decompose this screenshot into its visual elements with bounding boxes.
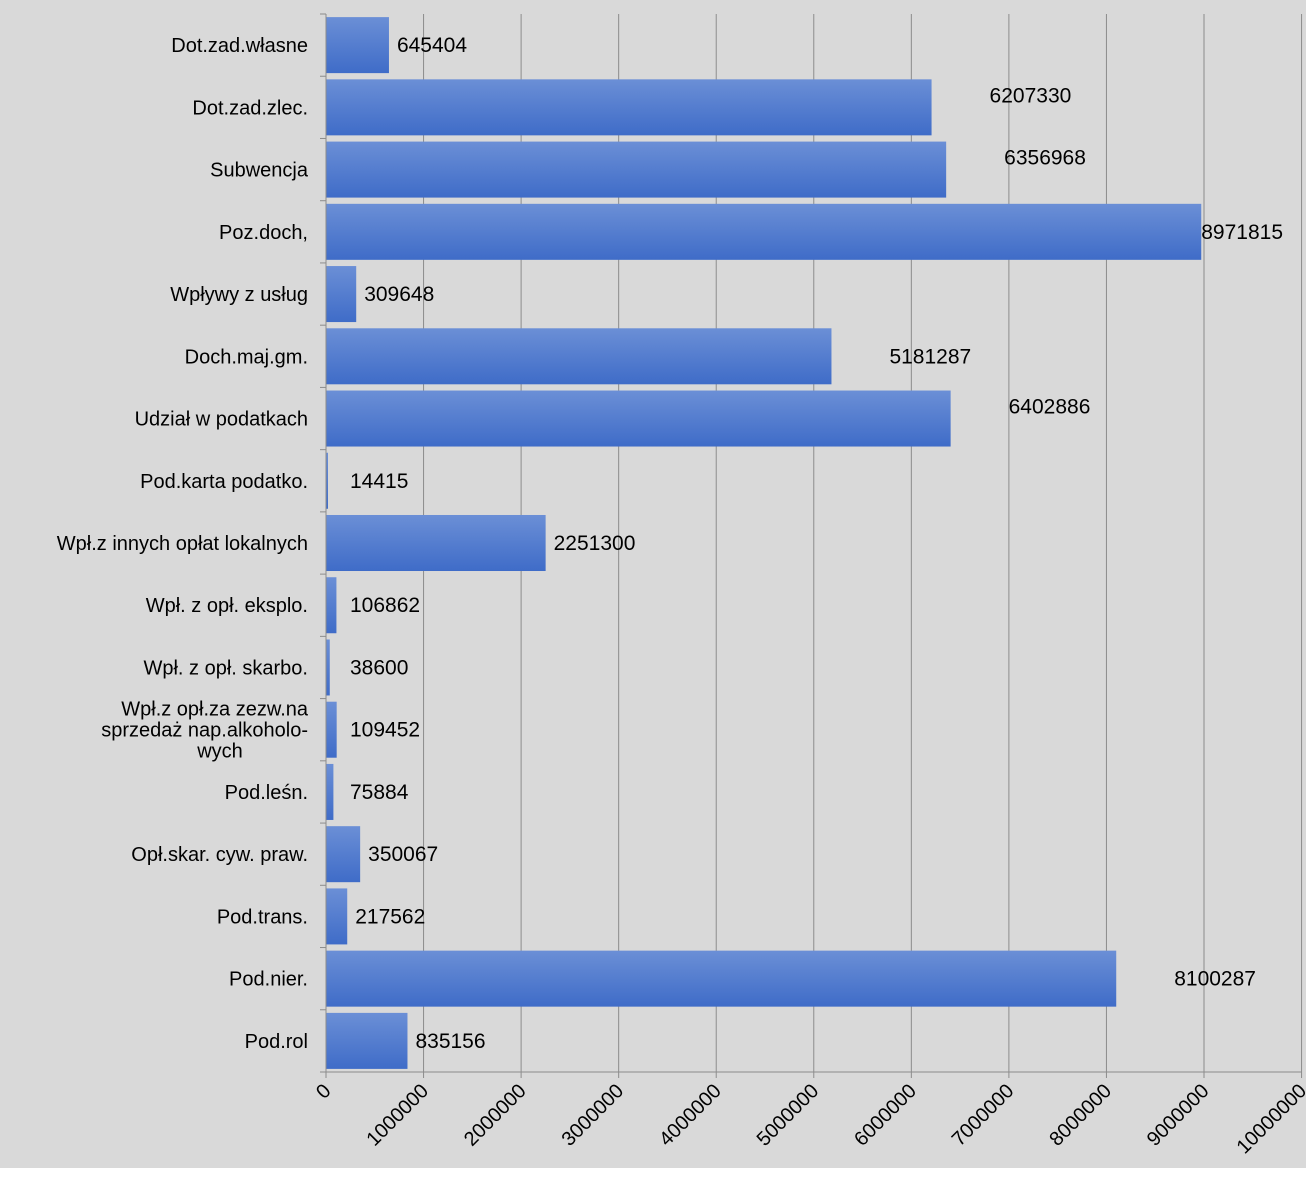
bar: [326, 577, 337, 634]
category-label-line: Dot.zad.własne: [171, 35, 308, 57]
category-label-line: Opł.skar. cyw. praw.: [131, 844, 308, 866]
category-label: Wpł. z opł. eksplo.: [146, 595, 308, 617]
category-label: Opł.skar. cyw. praw.: [131, 844, 308, 866]
value-label: 6356968: [1004, 147, 1086, 170]
value-labels: 645404 6207330 6356968 8971815 309648 5181287…: [350, 34, 1283, 1053]
category-label: Poz.doch,: [219, 222, 308, 244]
bar: [326, 950, 1117, 1007]
value-label: 309648: [364, 283, 434, 306]
bottom-margin: [0, 1168, 1306, 1178]
category-label: Udział w podatkach: [135, 409, 308, 431]
category-label-line: Wpł. z opł. eksplo.: [146, 595, 308, 617]
category-label-line: Subwencja: [210, 160, 309, 182]
bar: [326, 514, 546, 572]
category-label: Wpł.z innych opłat lokalnych: [57, 533, 308, 555]
category-label: Pod.trans.: [217, 906, 308, 928]
category-label-line: wych: [196, 741, 243, 763]
category-label-line: Pod.trans.: [217, 906, 308, 928]
category-label-line: Udział w podatkach: [135, 409, 308, 431]
bar: [326, 141, 947, 198]
value-label: 6402886: [1009, 396, 1091, 419]
category-label-line: Pod.rol: [245, 1031, 308, 1053]
category-labels: Dot.zad.własne Dot.zad.zlec. Subwencja Poz.…: [57, 35, 309, 1053]
category-label: Pod.nier.: [229, 969, 308, 991]
bar: [326, 701, 337, 758]
bar: [326, 639, 330, 696]
category-label-line: Wpł.z innych opłat lokalnych: [57, 533, 308, 555]
axes: [320, 13, 1303, 1078]
category-label-line: Doch.maj.gm.: [185, 346, 308, 368]
value-label: 350067: [368, 843, 438, 866]
bar: [326, 79, 932, 136]
category-label: Wpływy z usług: [170, 284, 308, 306]
category-label: Subwencja: [210, 160, 309, 182]
category-label-line: Wpł. z opł. skarbo.: [143, 657, 308, 679]
bar: [326, 826, 361, 883]
bar: [326, 17, 389, 74]
value-label: 2251300: [554, 532, 636, 555]
bar: [326, 390, 951, 447]
value-label: 8971815: [1201, 221, 1283, 244]
category-label: Pod.karta podatko.: [140, 471, 308, 493]
category-label-line: Pod.karta podatko.: [140, 471, 308, 493]
bar: [326, 763, 334, 820]
value-label: 645404: [397, 34, 467, 57]
category-label: Pod.leśn.: [225, 782, 308, 804]
value-label: 6207330: [990, 84, 1072, 107]
category-label: Dot.zad.zlec.: [192, 97, 308, 119]
category-label: Wpł. z opł. skarbo.: [143, 657, 308, 679]
category-label-line: Pod.nier.: [229, 969, 308, 991]
bar: [326, 452, 328, 509]
category-label-line: Poz.doch,: [219, 222, 308, 244]
value-label: 109452: [350, 719, 420, 742]
category-label-line: Dot.zad.zlec.: [192, 97, 308, 119]
value-label: 75884: [350, 781, 409, 804]
bars: [326, 17, 1202, 1069]
category-label: Dot.zad.własne: [171, 35, 308, 57]
value-label: 5181287: [889, 345, 971, 368]
bar: [326, 1012, 408, 1069]
category-label-line: Pod.leśn.: [225, 782, 308, 804]
value-label: 14415: [350, 470, 408, 493]
bar: [326, 328, 832, 385]
value-label: 8100287: [1174, 968, 1256, 991]
bar: [326, 266, 357, 323]
value-label: 106862: [350, 594, 420, 617]
category-label-line: Wpł.z opł.za zezw.na: [121, 699, 309, 721]
category-label-line: sprzedaż nap.alkoholo-: [101, 720, 308, 742]
bar: [326, 203, 1202, 260]
category-label: Wpł.z opł.za zezw.na sprzedaż nap.alkohol…: [101, 699, 309, 763]
category-label: Doch.maj.gm.: [185, 346, 308, 368]
value-label: 835156: [415, 1030, 485, 1053]
bar: [326, 888, 348, 945]
category-label-line: Wpływy z usług: [170, 284, 308, 306]
value-label: 38600: [350, 656, 408, 679]
value-label: 217562: [355, 905, 425, 928]
category-label: Pod.rol: [245, 1031, 308, 1053]
